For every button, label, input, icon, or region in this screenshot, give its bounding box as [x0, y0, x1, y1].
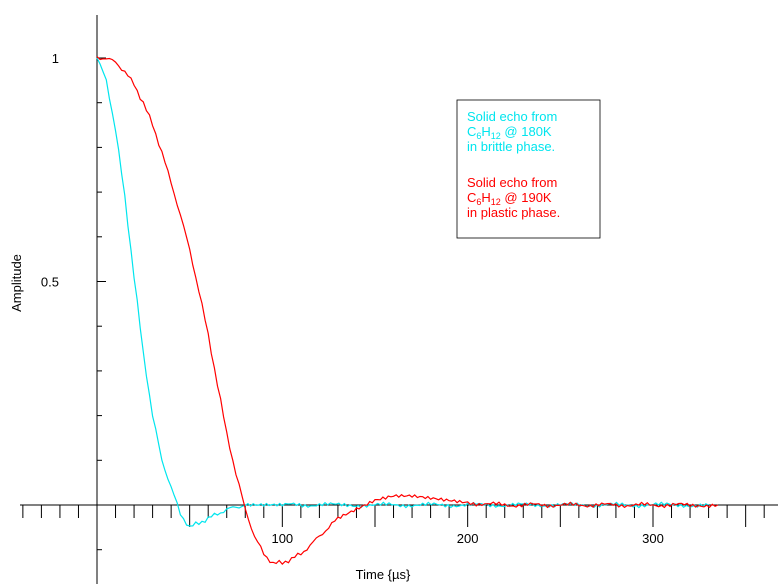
legend-entry-2-h: H — [481, 190, 490, 205]
legend-entry-1-temp: @ 180K — [501, 124, 552, 139]
x-axis-title: Time {µs} — [356, 567, 411, 582]
legend-entry-2-h-sub: 12 — [491, 197, 501, 207]
legend-entry-1-line1: Solid echo from — [467, 109, 557, 124]
series-line-1 — [96, 57, 709, 527]
legend-box — [456, 99, 601, 239]
legend: Solid echo from C6H12 @ 180K in brittle … — [456, 99, 601, 239]
legend-entry-2-c-sub: 6 — [476, 197, 481, 207]
legend-entry-1-h-sub: 12 — [491, 131, 501, 141]
x-tick-label: 100 — [271, 531, 293, 546]
legend-entry-2-c: C — [467, 190, 476, 205]
x-tick-label: 200 — [457, 531, 479, 546]
series-group — [96, 56, 719, 565]
legend-entry-1-c: C — [467, 124, 476, 139]
legend-entry-1-h: H — [481, 124, 490, 139]
legend-entry-1-c-sub: 6 — [476, 131, 481, 141]
axes: 100 200 300 0.5 1 — [20, 15, 778, 584]
legend-entry-2-formula: C6H12 @ 190K — [467, 190, 552, 207]
series-line-2 — [96, 56, 719, 565]
legend-entry-2-temp: @ 190K — [501, 190, 552, 205]
legend-entry-2-line3: in plastic phase. — [467, 205, 560, 220]
y-axis-title: Amplitude — [9, 254, 24, 312]
legend-entry-1-line3: in brittle phase. — [467, 139, 555, 154]
x-tick-label: 300 — [642, 531, 664, 546]
y-tick-label: 0.5 — [41, 275, 59, 290]
y-tick-label: 1 — [52, 51, 59, 66]
legend-entry-1-formula: C6H12 @ 180K — [467, 124, 552, 141]
legend-entry-2-line1: Solid echo from — [467, 175, 557, 190]
